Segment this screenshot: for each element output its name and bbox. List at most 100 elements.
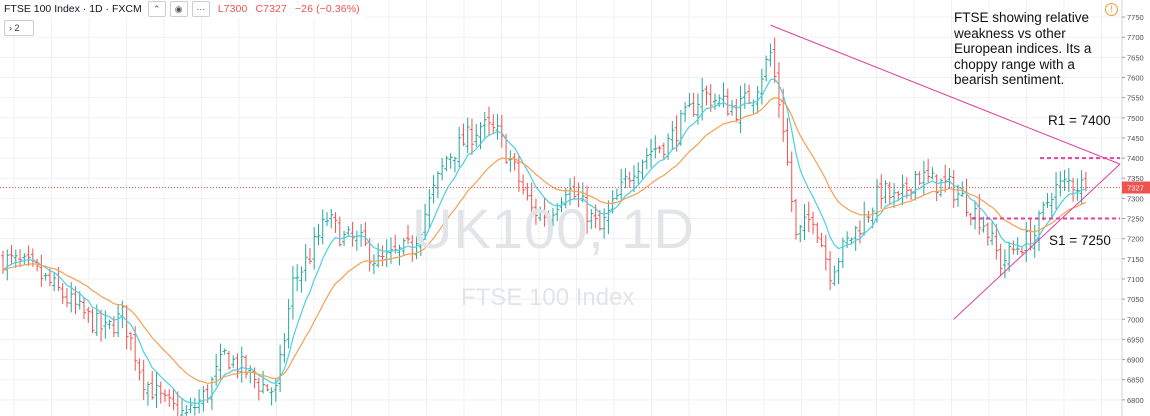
ohlc-bar bbox=[917, 171, 922, 186]
ohlc-bar bbox=[77, 291, 82, 310]
ohlc-bar bbox=[214, 353, 219, 387]
ohlc-bar bbox=[350, 221, 355, 247]
ohlc-bar bbox=[990, 220, 995, 246]
ohlc-bar bbox=[431, 175, 436, 204]
ohlc-bar bbox=[828, 250, 833, 291]
ohlc-bar bbox=[742, 83, 747, 109]
ohlc-bar bbox=[572, 176, 577, 200]
ohlc-bar bbox=[1007, 241, 1012, 272]
info-icon[interactable]: ! bbox=[1105, 3, 1118, 16]
ohlc-bar bbox=[687, 93, 692, 108]
grid bbox=[0, 0, 1122, 416]
ohlc-bar bbox=[836, 257, 841, 285]
ohlc-bar bbox=[60, 282, 65, 304]
ohlc-bar bbox=[521, 174, 526, 195]
ohlc-bar bbox=[926, 158, 931, 183]
price-tick-label: 7350 bbox=[1127, 174, 1144, 183]
ohlc-bars bbox=[1, 37, 1088, 416]
annotation-note: FTSE showing relative weakness vs other … bbox=[954, 10, 1092, 87]
chevron-right-icon: › bbox=[9, 23, 15, 33]
watermark-name: FTSE 100 Index bbox=[461, 284, 635, 311]
ohlc-bar bbox=[789, 151, 794, 213]
support-trendline bbox=[953, 163, 1121, 320]
ohlc-bar bbox=[1, 250, 5, 275]
ohlc-bar bbox=[482, 112, 487, 138]
ohlc-bar bbox=[653, 135, 658, 159]
collapse-icon[interactable]: ⌃ bbox=[147, 1, 166, 17]
ohlc-bar bbox=[721, 82, 726, 108]
ohlc-bar bbox=[1028, 218, 1033, 251]
ohlc-bar bbox=[128, 331, 133, 351]
ohlc-bar bbox=[644, 147, 649, 170]
ohlc-bar bbox=[423, 203, 428, 240]
ohlc-bar bbox=[141, 359, 146, 400]
ohlc-bar bbox=[819, 232, 824, 248]
ohlc-bar bbox=[883, 180, 888, 204]
ohlc-bar bbox=[363, 222, 368, 247]
price-tick-label: 7650 bbox=[1127, 53, 1144, 62]
symbol-title[interactable]: FTSE 100 Index · 1D · FXCM bbox=[4, 3, 142, 15]
ohlc-bar bbox=[452, 156, 457, 173]
ohlc-bar bbox=[218, 343, 223, 379]
price-tick-label: 7750 bbox=[1127, 13, 1144, 22]
ohlc-bar bbox=[1066, 167, 1071, 193]
ohlc-bar bbox=[1058, 171, 1063, 197]
studies-toggle[interactable]: › 2 bbox=[4, 20, 34, 36]
ohlc-bar bbox=[13, 249, 18, 268]
ohlc-bar bbox=[585, 185, 590, 234]
ohlc-low: L7300 bbox=[217, 3, 248, 15]
ohlc-bar bbox=[896, 191, 901, 201]
ohlc-bar bbox=[175, 391, 179, 416]
ohlc-bar bbox=[546, 210, 551, 222]
ohlc-bar bbox=[278, 344, 283, 392]
eye-icon[interactable]: ◉ bbox=[169, 1, 188, 17]
ohlc-bar bbox=[768, 43, 773, 67]
ohlc-bar bbox=[244, 354, 249, 379]
ohlc-bar bbox=[337, 216, 342, 247]
ohlc-bar bbox=[712, 93, 717, 110]
ohlc-bar bbox=[1049, 192, 1054, 219]
ohlc-bar bbox=[512, 152, 517, 171]
ohlc-bar bbox=[86, 306, 91, 323]
price-tick-label: 7100 bbox=[1127, 275, 1144, 284]
ohlc-bar bbox=[930, 167, 935, 180]
ohlc-bar bbox=[823, 234, 828, 271]
ohlc-bar bbox=[380, 245, 385, 267]
ohlc-bar bbox=[180, 397, 185, 416]
ohlc-bar bbox=[938, 178, 943, 197]
ohlc-readout: L7300 C7327 −26 (−0.36%) bbox=[218, 3, 365, 15]
s1-label: S1 = 7250 bbox=[1049, 233, 1111, 248]
watermark-symbol: UK100, 1D bbox=[412, 197, 695, 260]
ohlc-bar bbox=[52, 271, 57, 292]
ohlc-bar bbox=[614, 188, 619, 201]
ohlc-bar bbox=[299, 266, 304, 293]
ohlc-bar bbox=[798, 224, 803, 243]
ohlc-bar bbox=[1015, 237, 1020, 255]
ohlc-bar bbox=[192, 397, 197, 416]
ohlc-bar bbox=[145, 381, 150, 406]
ohlc-bar bbox=[209, 376, 214, 410]
ohlc-bar bbox=[542, 197, 547, 227]
ohlc-bar bbox=[806, 201, 811, 233]
ohlc-bar bbox=[670, 120, 675, 151]
ohlc-bar bbox=[1071, 177, 1076, 202]
ohlc-bar bbox=[1079, 170, 1084, 205]
ohlc-bar bbox=[461, 123, 466, 146]
ohlc-bar bbox=[730, 99, 735, 116]
ohlc-bar bbox=[474, 123, 479, 148]
ohlc-bar bbox=[487, 106, 492, 137]
ohlc-bar bbox=[879, 174, 884, 209]
ohlc-bar bbox=[371, 254, 376, 275]
ohlc-bar bbox=[448, 153, 453, 169]
ohlc-bar bbox=[269, 387, 274, 406]
ohlc-bar bbox=[947, 168, 952, 189]
ohlc-bar bbox=[764, 55, 769, 82]
ohlc-bar bbox=[623, 168, 628, 189]
ohlc-bar bbox=[9, 244, 14, 266]
ohlc-bar bbox=[43, 272, 48, 281]
ohlc-change: −26 (−0.36%) bbox=[294, 3, 360, 15]
more-icon[interactable]: ⋯ bbox=[191, 1, 210, 17]
last-price-label: 7327 bbox=[1127, 184, 1144, 193]
ohlc-bar bbox=[661, 142, 666, 159]
